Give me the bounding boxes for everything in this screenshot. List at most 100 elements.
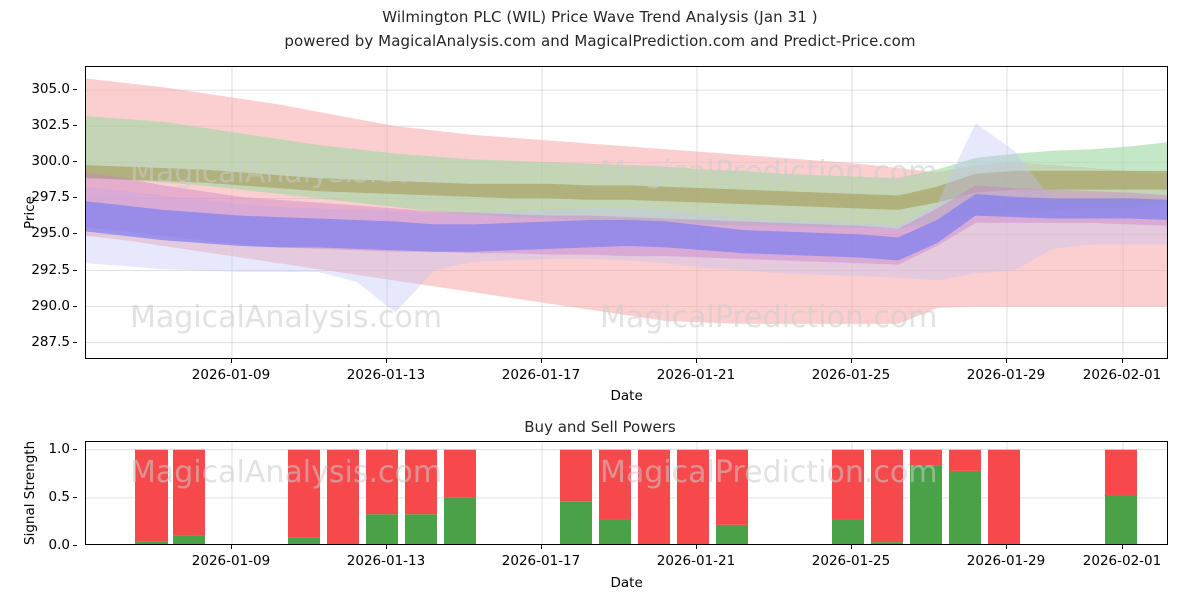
- price-x-tick-label: 2026-01-21: [656, 367, 736, 383]
- price-y-tickmark: [73, 341, 77, 343]
- price-x-tickmark: [1006, 359, 1007, 363]
- price-y-tick-label: 302.5: [31, 117, 70, 134]
- price-x-axis-label: Date: [610, 388, 643, 404]
- price-y-tick-label: 292.5: [31, 261, 70, 278]
- signal-bar-sell-segment: [949, 449, 981, 471]
- signal-bar-buy-segment: [135, 541, 168, 544]
- signal-x-tick-label: 2026-01-09: [191, 553, 271, 569]
- price-y-tick-label: 300.0: [31, 153, 70, 170]
- signal-x-tickmark: [386, 545, 387, 549]
- signal-bar-sell-segment: [366, 449, 398, 515]
- price-y-axis-label: Price: [22, 196, 38, 229]
- signal-bar-buy-segment: [173, 535, 205, 544]
- signal-bar-sell-segment: [599, 449, 631, 520]
- signal-chart-plot-area: [85, 441, 1168, 545]
- price-y-tickmark: [73, 125, 77, 127]
- signal-x-tickmark: [1122, 545, 1123, 549]
- signal-bar-sell-segment: [444, 449, 476, 498]
- signal-bar-sell-segment: [871, 449, 903, 543]
- signal-x-axis-label: Date: [610, 575, 643, 591]
- price-chart-plot-area: [85, 66, 1168, 359]
- signal-bar-sell-segment: [910, 449, 942, 466]
- signal-bar: [988, 449, 1020, 544]
- price-y-tickmark: [73, 233, 77, 235]
- signal-bar-sell-segment: [288, 449, 320, 538]
- signal-bar: [871, 449, 903, 544]
- signal-chart-title: Buy and Sell Powers: [524, 418, 676, 436]
- signal-bar-buy-segment: [832, 519, 864, 544]
- signal-y-tick-label: 0.5: [48, 488, 70, 505]
- signal-bar-sell-segment: [327, 449, 359, 544]
- price-y-tickmark: [73, 305, 77, 307]
- signal-bar-sell-segment: [832, 449, 864, 520]
- signal-y-tick-label: 1.0: [48, 440, 70, 457]
- signal-bar: [949, 449, 981, 544]
- signal-bar: [444, 449, 476, 544]
- signal-bar-sell-segment: [677, 449, 709, 544]
- signal-bar: [366, 449, 398, 544]
- price-y-tickmark: [73, 197, 77, 199]
- signal-x-tick-label: 2026-02-01: [1082, 553, 1162, 569]
- price-y-tick-label: 295.0: [31, 225, 70, 242]
- chart-title: Wilmington PLC (WIL) Price Wave Trend An…: [382, 8, 818, 26]
- signal-bar-sell-segment: [716, 449, 748, 525]
- price-y-tick-label: 287.5: [31, 333, 70, 350]
- price-x-tickmark: [851, 359, 852, 363]
- price-x-tick-label: 2026-01-25: [811, 367, 891, 383]
- price-x-tickmark: [386, 359, 387, 363]
- price-y-tick-label: 297.5: [31, 189, 70, 206]
- signal-bar: [560, 449, 592, 544]
- signal-bar: [135, 449, 168, 544]
- signal-bar-buy-segment: [366, 514, 398, 544]
- signal-bar-buy-segment: [444, 497, 476, 544]
- signal-bar-sell-segment: [135, 449, 168, 542]
- signal-bar: [832, 449, 864, 544]
- signal-bar: [327, 449, 359, 544]
- signal-bar-sell-segment: [1105, 449, 1137, 495]
- signal-bar-sell-segment: [405, 449, 437, 515]
- signal-x-tickmark: [541, 545, 542, 549]
- signal-bar-sell-segment: [560, 449, 592, 502]
- signal-bar-buy-segment: [910, 465, 942, 544]
- signal-x-tickmark: [696, 545, 697, 549]
- price-band-blue-outer-halo: [86, 123, 1167, 313]
- price-y-tickmark: [73, 269, 77, 271]
- price-x-tickmark: [231, 359, 232, 363]
- signal-bar-layer: [86, 442, 1167, 544]
- price-x-tick-label: 2026-01-29: [966, 367, 1046, 383]
- price-y-tickmark: [73, 161, 77, 163]
- signal-bar: [173, 449, 205, 544]
- signal-x-tick-label: 2026-01-17: [501, 553, 581, 569]
- signal-bar-buy-segment: [288, 537, 320, 544]
- signal-bar: [910, 449, 942, 544]
- signal-y-tickmark: [73, 448, 77, 450]
- signal-y-tickmark: [73, 545, 77, 546]
- signal-bar-buy-segment: [560, 501, 592, 544]
- price-x-tick-label: 2026-01-13: [346, 367, 426, 383]
- signal-bar-sell-segment: [173, 449, 205, 536]
- price-x-tick-label: 2026-01-09: [191, 367, 271, 383]
- signal-x-tick-label: 2026-01-13: [346, 553, 426, 569]
- price-x-tick-label: 2026-01-17: [501, 367, 581, 383]
- signal-bar-buy-segment: [1105, 494, 1137, 544]
- price-y-tick-label: 305.0: [31, 81, 70, 98]
- price-x-tick-label: 2026-02-01: [1082, 367, 1162, 383]
- signal-x-tick-label: 2026-01-25: [811, 553, 891, 569]
- signal-bar: [1105, 449, 1137, 544]
- price-x-tickmark: [696, 359, 697, 363]
- chart-subtitle: powered by MagicalAnalysis.com and Magic…: [284, 32, 916, 50]
- price-band-olive-overlap-band: [86, 165, 1167, 210]
- signal-x-tickmark: [231, 545, 232, 549]
- price-x-tickmark: [1122, 359, 1123, 363]
- signal-x-tickmark: [1006, 545, 1007, 549]
- price-y-tickmark: [73, 89, 77, 91]
- signal-y-tickmark: [73, 496, 77, 498]
- signal-bar-buy-segment: [871, 542, 903, 544]
- signal-bar-sell-segment: [988, 449, 1020, 544]
- signal-bar-buy-segment: [599, 519, 631, 544]
- signal-bar-buy-segment: [949, 470, 981, 544]
- price-x-tickmark: [541, 359, 542, 363]
- signal-bar: [716, 449, 748, 544]
- signal-bar: [599, 449, 631, 544]
